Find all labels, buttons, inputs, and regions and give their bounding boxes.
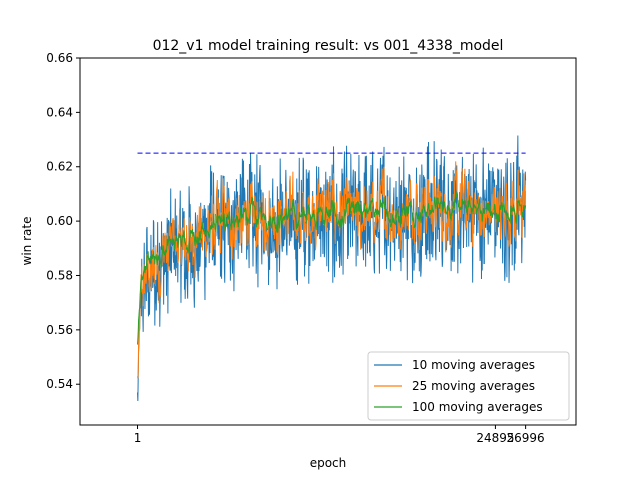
- x-tick-label: 26996: [507, 431, 545, 445]
- legend: 10 moving averages 25 moving averages 100 …: [367, 351, 570, 421]
- y-tick-label: 0.62: [46, 160, 73, 174]
- x-axis-label: epoch: [310, 456, 347, 470]
- plot-frame: [79, 57, 577, 426]
- y-tick-label: 0.54: [46, 377, 73, 391]
- y-tick-label: 0.58: [46, 268, 73, 282]
- legend-label-100: 100 moving averages: [412, 400, 543, 414]
- x-tick-label: 24895: [476, 431, 514, 445]
- chart-title: 012_v1 model training result: vs 001_433…: [153, 38, 504, 54]
- plot-area: [79, 57, 577, 426]
- legend-label-25: 25 moving averages: [412, 379, 535, 393]
- legend-label-10: 10 moving averages: [412, 358, 535, 372]
- legend-box: [367, 351, 570, 421]
- y-axis-label: win rate: [20, 217, 34, 266]
- y-tick-label: 0.56: [46, 323, 73, 337]
- y-tick-label: 0.60: [46, 214, 73, 228]
- y-axis: 0.54 0.56 0.58 0.60 0.62 0.64 0.66: [46, 51, 80, 391]
- series-line-25: [137, 161, 526, 379]
- y-tick-label: 0.64: [46, 105, 73, 119]
- x-tick-label: 1: [134, 431, 142, 445]
- y-tick-label: 0.66: [46, 51, 73, 65]
- series-line-100: [137, 191, 527, 345]
